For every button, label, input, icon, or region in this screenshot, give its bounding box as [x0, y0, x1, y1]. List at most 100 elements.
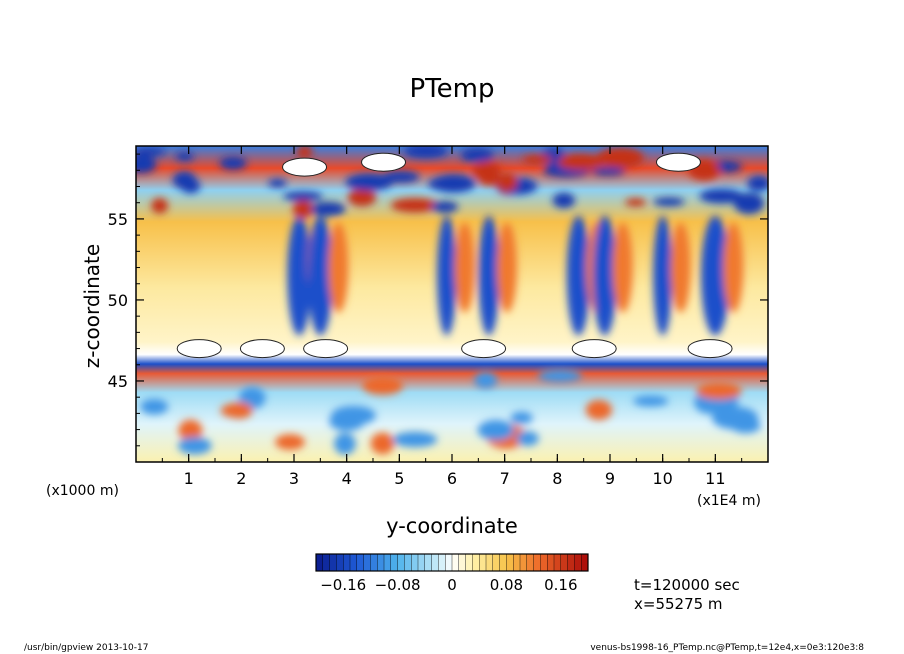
x-tick-label: 5 — [394, 469, 404, 488]
colorbar-tick-label: 0.16 — [544, 576, 577, 594]
upper-cell-mark — [347, 188, 377, 207]
plume-mark — [701, 215, 730, 336]
upper-cell-mark — [699, 188, 744, 204]
saturated-patch — [655, 152, 701, 172]
upper-cell-mark — [180, 178, 201, 194]
upper-cell-mark — [136, 147, 166, 156]
colorbar-cell — [560, 553, 569, 572]
x-unit-label: (x1E4 m) — [697, 493, 761, 509]
y-tick-label: 50 — [108, 291, 128, 310]
colorbar-cell — [383, 553, 392, 572]
footer-right: venus-bs1998-16_PTemp.nc@PTemp,t=12e4,x=… — [590, 643, 864, 653]
plume-mark — [307, 215, 333, 336]
plume-warm-mark — [496, 222, 517, 313]
plume-warm-mark — [328, 222, 349, 313]
x-axis-label: y-coordinate — [386, 514, 518, 538]
colorbar-cell — [492, 553, 501, 572]
upper-cell-mark — [747, 175, 768, 192]
upper-cell-mark — [136, 155, 157, 174]
upper-cell-mark — [552, 192, 576, 209]
upper-cell-mark — [624, 198, 647, 207]
lower-cell-mark — [334, 432, 356, 455]
lower-cell-mark — [585, 399, 613, 420]
colorbar-cell — [499, 553, 507, 572]
lower-cell-mark — [474, 371, 498, 389]
plume-mark — [478, 215, 500, 336]
upper-cell-mark — [282, 191, 323, 202]
upper-cell-mark — [460, 148, 494, 162]
saturated-patch — [303, 339, 349, 359]
saturated-patch — [176, 339, 222, 359]
upper-cell-mark — [345, 173, 394, 191]
lower-cell-mark — [220, 403, 250, 418]
x-tick-label: 1 — [184, 469, 194, 488]
x-tick-label: 2 — [236, 469, 246, 488]
colorbar-cell — [547, 553, 555, 572]
colorbar-cell — [574, 553, 582, 572]
lower-cell-mark — [362, 376, 404, 395]
saturated-patch — [687, 339, 733, 359]
time-label: t=120000 sec — [634, 576, 740, 594]
x-tick-label: 8 — [552, 469, 562, 488]
colorbar-frame — [315, 553, 589, 572]
y-tick-label: 55 — [108, 210, 128, 229]
upper-cell-mark — [431, 174, 476, 193]
colorbar-cell — [485, 553, 494, 572]
y-tick-label: 45 — [108, 372, 128, 391]
x-tick-label: 3 — [289, 469, 299, 488]
colorbar-cell — [458, 553, 467, 572]
upper-cell-mark — [591, 167, 626, 176]
plume-mark — [287, 215, 312, 336]
colorbar-cell — [411, 553, 419, 572]
lower-cell-mark — [537, 369, 583, 383]
colorbar-cell — [519, 553, 528, 572]
lower-cell-mark — [510, 411, 533, 424]
lower-cell-mark — [392, 431, 438, 448]
saturated-patch — [361, 152, 407, 172]
colorbar-tick-label: −0.08 — [375, 576, 421, 594]
colorbar-cell — [438, 553, 446, 572]
colorbar-cell — [315, 553, 324, 572]
colorbar-cell — [390, 553, 399, 572]
upper-cell-mark — [175, 152, 195, 162]
chart-title: PTemp — [409, 74, 495, 104]
upper-cell-mark — [557, 154, 603, 171]
saturated-patch — [571, 339, 617, 359]
upper-cell-mark — [522, 155, 553, 165]
upper-cell-mark — [296, 146, 313, 159]
upper-cell-mark — [497, 172, 518, 192]
upper-cell-mark — [653, 197, 685, 207]
colorbar-cell — [451, 553, 460, 572]
upper-cell-mark — [430, 201, 459, 213]
colorbar-cell — [356, 553, 365, 572]
x-tick-label: 9 — [605, 469, 615, 488]
lower-cell-mark — [140, 398, 169, 415]
lower-cell-mark — [329, 411, 365, 431]
plume-mark — [566, 215, 591, 336]
lower-cell-mark — [477, 419, 515, 441]
plume-warm-mark — [723, 222, 744, 313]
y-unit-label: (x1000 m) — [46, 483, 119, 499]
colorbar-cell — [533, 553, 541, 572]
upper-cell-mark — [310, 201, 346, 217]
plume-warm-mark — [454, 222, 475, 313]
x-tick-label: 6 — [447, 469, 457, 488]
colorbar-cell — [479, 553, 487, 572]
footer-left: /usr/bin/gpview 2013-10-17 — [24, 643, 149, 653]
upper-cell-mark — [268, 178, 287, 188]
colorbar-cell — [506, 553, 514, 572]
colorbar-cell — [581, 553, 589, 572]
plume-mark — [437, 215, 457, 336]
y-axis-label: z-coordinate — [80, 243, 104, 369]
colorbar-cell — [445, 553, 453, 572]
x-tick-label: 10 — [652, 469, 672, 488]
colorbar-cell — [417, 553, 426, 572]
colorbar-cell — [513, 553, 521, 572]
lower-cell-mark — [633, 395, 669, 407]
upper-cell-mark — [390, 198, 439, 213]
x-tick-label: 4 — [342, 469, 352, 488]
lower-cell-mark — [275, 434, 305, 450]
colorbar-tick-label: 0 — [447, 576, 457, 594]
plume-mark — [592, 215, 617, 336]
